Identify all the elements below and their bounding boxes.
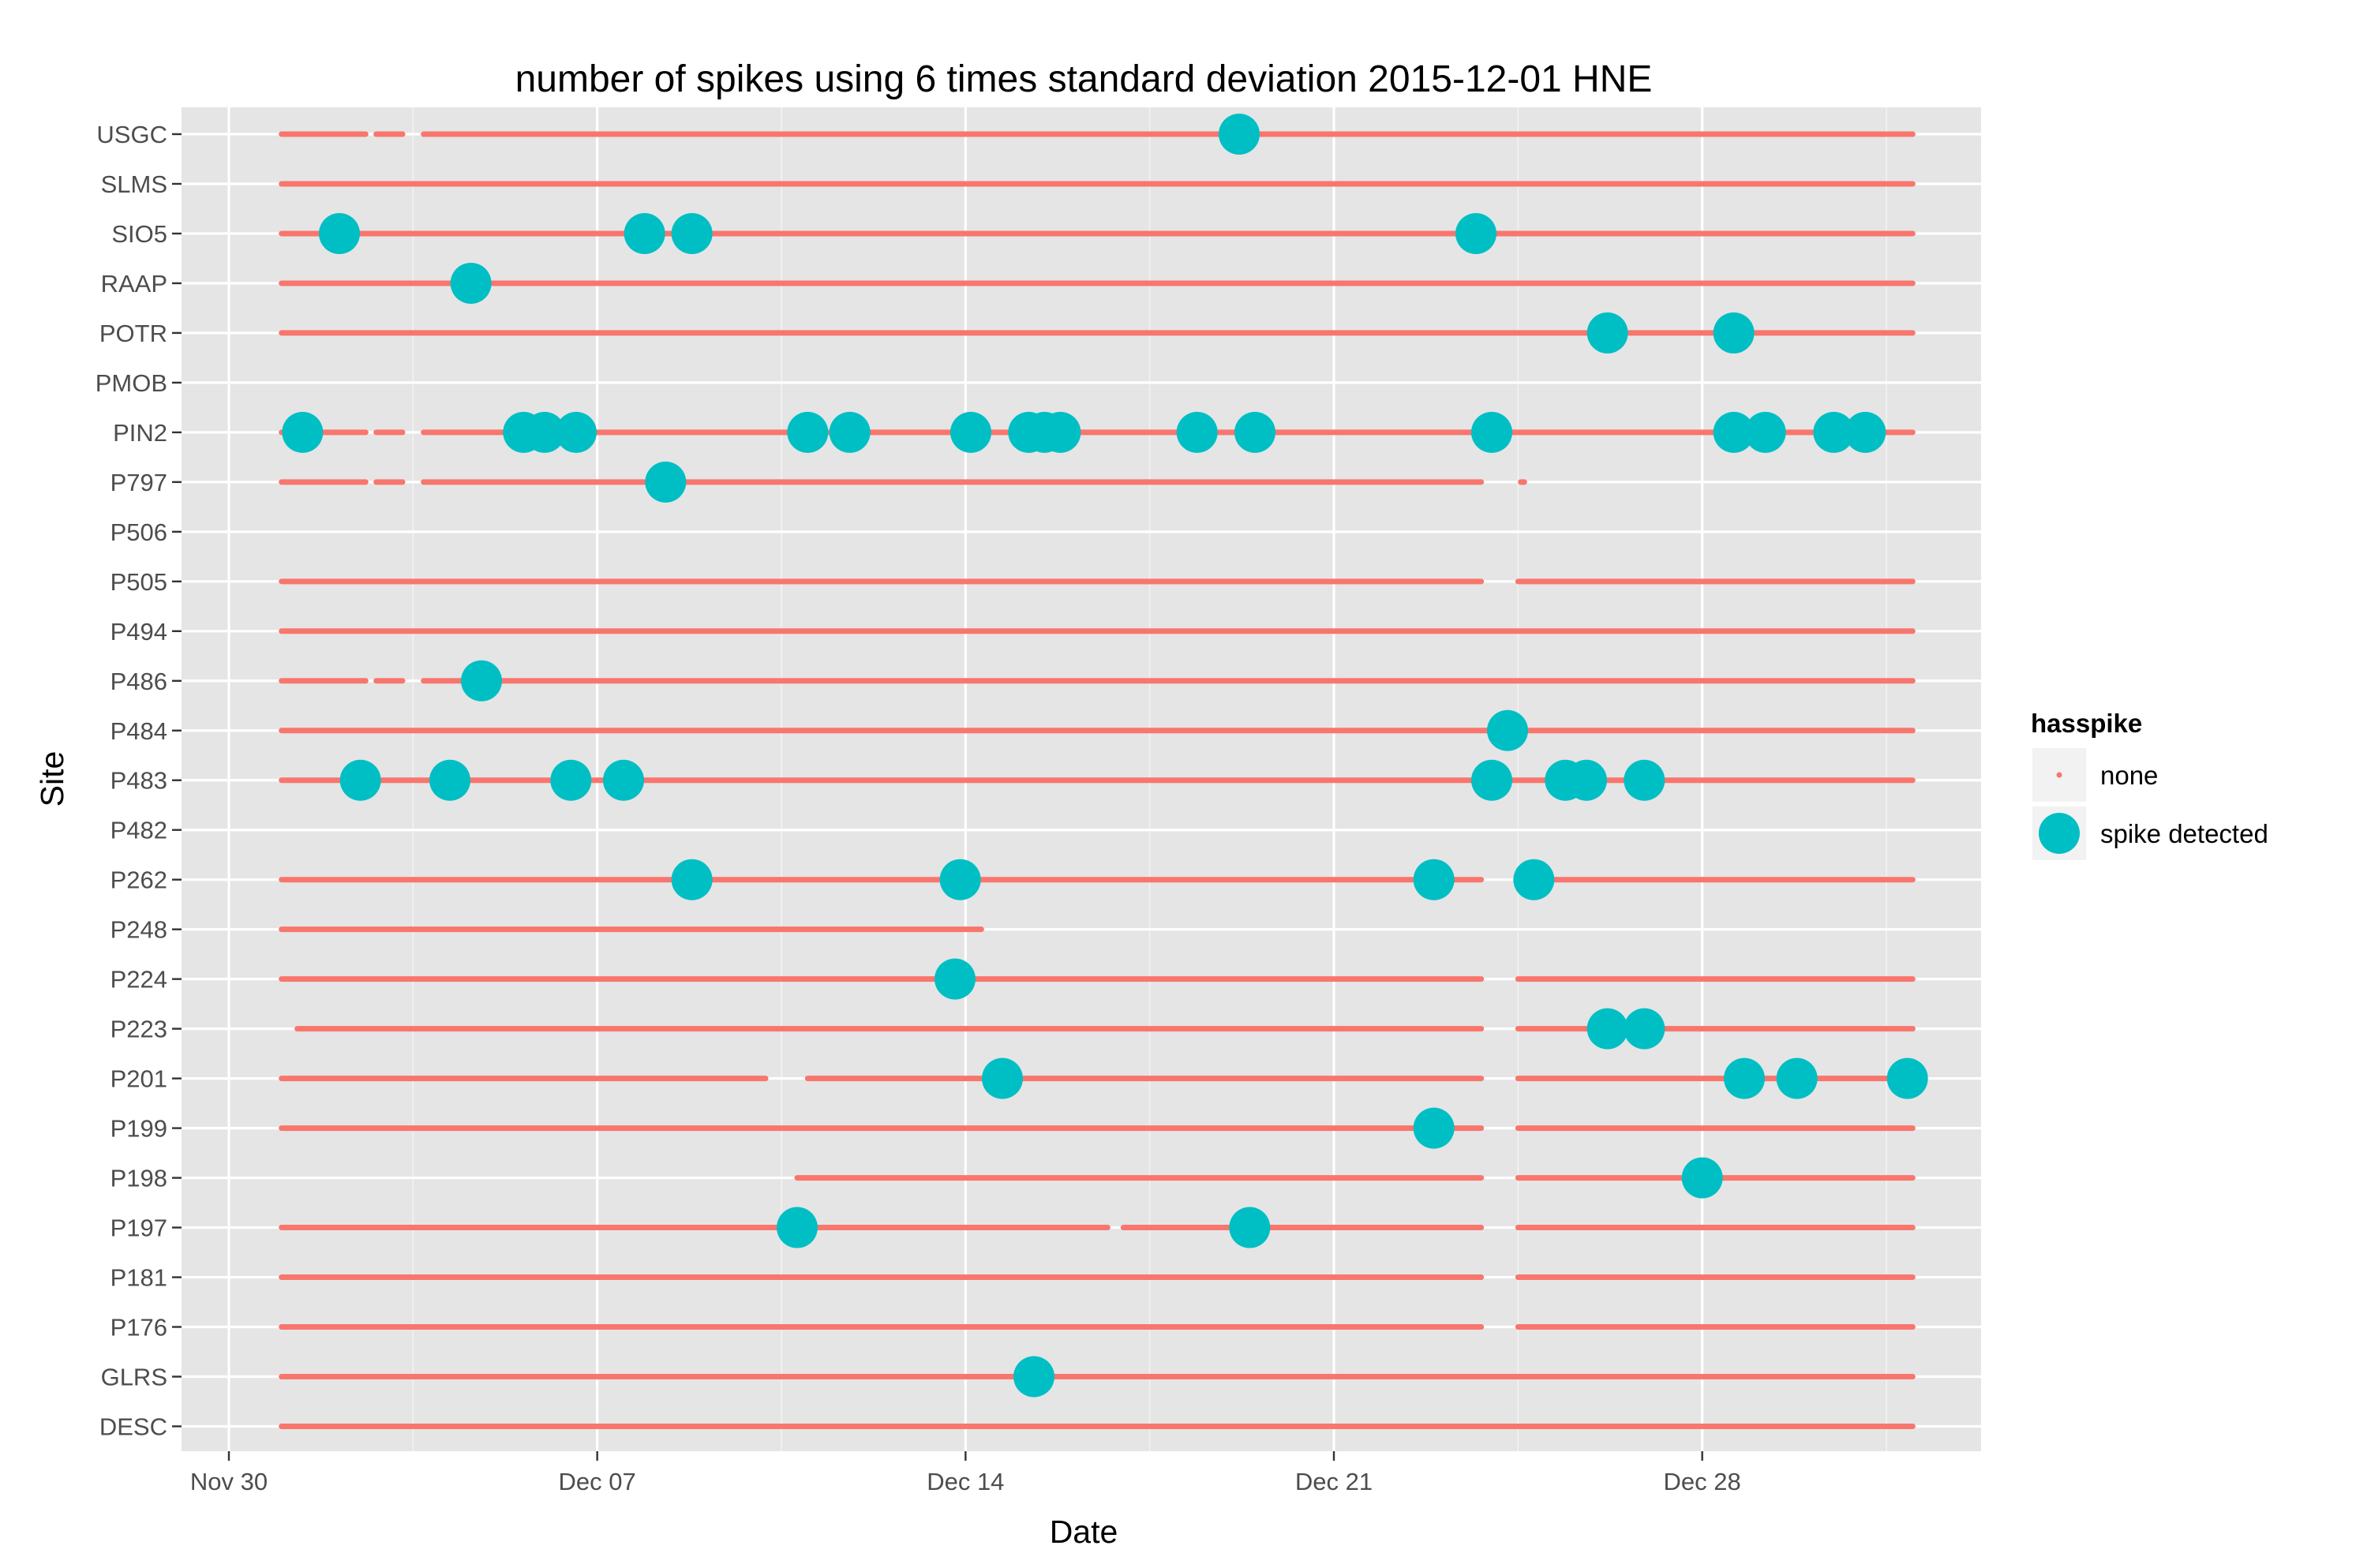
y-tick-label-p797: P797 (110, 469, 167, 496)
spike-point-glrs (1013, 1356, 1054, 1398)
spike-point-p199 (1413, 1107, 1455, 1149)
spike-point-sio5 (671, 212, 713, 254)
spike-point-pin2 (1813, 411, 1855, 453)
y-tick-label-p176: P176 (110, 1314, 167, 1342)
series-spike-detected (282, 114, 1928, 1398)
spike-point-p483 (1566, 759, 1607, 801)
x-tick-label: Dec 21 (1295, 1468, 1373, 1495)
spike-point-pin2 (556, 411, 597, 453)
y-axis: USGC SLMS SIO5 RAAP POTR PMOB PIN2 P797 P506 P505… (96, 121, 182, 1440)
y-tick-label-usgc: USGC (96, 121, 167, 148)
chart-title: number of spikes using 6 times standard … (515, 58, 1653, 100)
y-tick-label-sio5: SIO5 (111, 220, 167, 248)
y-tick-label-pin2: PIN2 (113, 419, 167, 447)
y-tick-label-raap: RAAP (101, 270, 167, 298)
spike-point-p198 (1681, 1157, 1723, 1199)
legend-symbol-none (2056, 772, 2062, 778)
spike-point-sio5 (624, 212, 665, 254)
spike-point-p224 (935, 958, 976, 1000)
spike-point-p223 (1586, 1008, 1628, 1050)
y-tick-label-p224: P224 (110, 966, 167, 994)
y-tick-label-p198: P198 (110, 1165, 167, 1192)
y-tick-label-p505: P505 (110, 568, 167, 596)
y-tick-label-desc: DESC (99, 1413, 167, 1440)
y-tick-label-p484: P484 (110, 717, 167, 745)
y-tick-label-p199: P199 (110, 1115, 167, 1143)
spike-point-p483 (603, 759, 644, 801)
y-tick-label-p262: P262 (110, 866, 167, 894)
spike-point-p484 (1487, 709, 1528, 751)
y-tick-label-p494: P494 (110, 618, 167, 646)
spike-point-sio5 (319, 212, 360, 254)
y-tick-label-p483: P483 (110, 767, 167, 795)
y-tick-label-p223: P223 (110, 1016, 167, 1043)
y-tick-label-slms: SLMS (101, 170, 167, 198)
y-tick-label-p197: P197 (110, 1214, 167, 1242)
spike-point-pin2 (1176, 411, 1218, 453)
spike-point-p483 (1471, 759, 1512, 801)
y-tick-label-p506: P506 (110, 518, 167, 546)
x-axis: Nov 30 Dec 07 Dec 14 Dec 21 Dec 28 (190, 1451, 1741, 1495)
spike-point-pin2 (282, 411, 324, 453)
spike-point-pin2 (1039, 411, 1081, 453)
spike-point-p197 (1229, 1207, 1271, 1248)
spike-point-pin2 (1845, 411, 1886, 453)
y-tick-label-p201: P201 (110, 1065, 167, 1093)
spike-point-p262 (939, 859, 981, 900)
spike-point-pin2 (1234, 411, 1275, 453)
spike-point-pin2 (1471, 411, 1512, 453)
spike-point-p201 (1776, 1057, 1818, 1099)
series-none (279, 131, 1916, 1429)
x-tick-label: Dec 14 (927, 1468, 1004, 1495)
spike-point-pin2 (1713, 411, 1755, 453)
spike-point-p201 (1886, 1057, 1928, 1099)
spike-point-pin2 (950, 411, 991, 453)
spike-point-pin2 (829, 411, 871, 453)
y-tick-label-potr: POTR (99, 320, 167, 347)
spike-point-p483 (429, 759, 470, 801)
spike-point-p483 (339, 759, 381, 801)
legend-symbol-spike-detected (2039, 813, 2080, 854)
y-axis-title: Site (34, 751, 70, 807)
spike-point-pin2 (524, 411, 565, 453)
spike-point-pin2 (1744, 411, 1786, 453)
spike-point-potr (1586, 312, 1628, 354)
spike-point-p223 (1624, 1008, 1665, 1050)
spike-point-p262 (671, 859, 713, 900)
spike-point-sio5 (1455, 212, 1496, 254)
spike-point-p201 (1724, 1057, 1765, 1099)
spike-point-p483 (550, 759, 592, 801)
y-tick-label-p486: P486 (110, 668, 167, 695)
legend-label-spike-detected: spike detected (2100, 819, 2268, 848)
x-axis-title: Date (1050, 1514, 1118, 1550)
spike-point-pin2 (787, 411, 829, 453)
y-tick-label-p181: P181 (110, 1264, 167, 1292)
spike-point-p262 (1513, 859, 1555, 900)
legend-label-none: none (2100, 761, 2158, 790)
y-tick-label-p248: P248 (110, 916, 167, 944)
spike-point-usgc (1219, 114, 1260, 155)
spike-point-p797 (645, 461, 687, 503)
x-tick-label: Dec 07 (559, 1468, 636, 1495)
spike-point-potr (1713, 312, 1755, 354)
legend: hasspike none spike detected (2031, 709, 2268, 860)
y-tick-label-glrs: GLRS (101, 1364, 167, 1391)
spike-point-p197 (777, 1207, 818, 1248)
spike-point-p483 (1624, 759, 1665, 801)
x-tick-label: Nov 30 (190, 1468, 268, 1495)
y-tick-label-pmob: PMOB (96, 369, 167, 397)
x-tick-label: Dec 28 (1664, 1468, 1741, 1495)
spike-point-p486 (461, 660, 502, 702)
legend-title: hasspike (2031, 709, 2142, 738)
spike-point-p262 (1413, 859, 1455, 900)
y-tick-label-p482: P482 (110, 817, 167, 844)
spike-point-p201 (982, 1057, 1023, 1099)
spike-point-raap (450, 262, 492, 304)
